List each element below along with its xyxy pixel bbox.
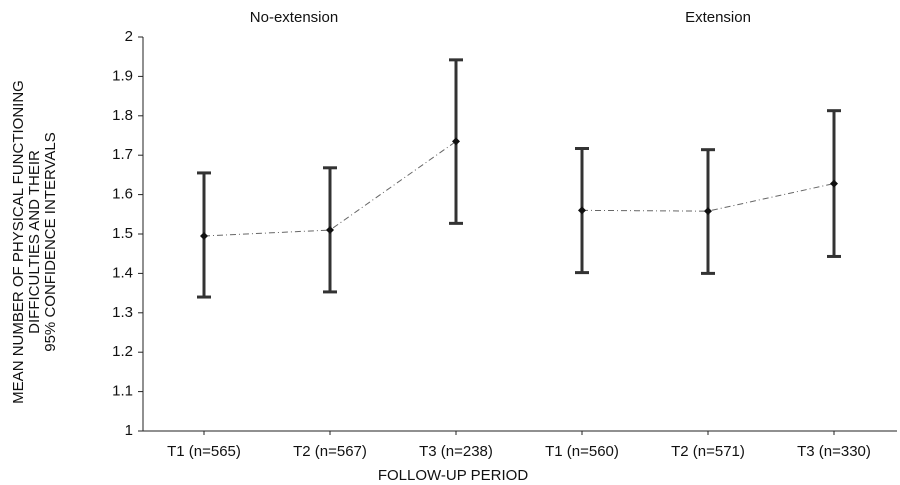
x-tick-label: T2 (n=567)	[293, 443, 367, 460]
y-tick-label: 1	[125, 422, 133, 439]
x-tick-label: T2 (n=571)	[671, 443, 745, 460]
x-tick-label: T3 (n=330)	[797, 443, 871, 460]
y-tick-label: 1.8	[112, 107, 133, 124]
y-tick-label: 1.7	[112, 146, 133, 163]
y-axis-title: MEAN NUMBER OF PHYSICAL FUNCTIONING	[10, 80, 27, 404]
y-tick-label: 1.1	[112, 383, 133, 400]
mean-marker	[452, 137, 460, 146]
x-tick-label: T1 (n=565)	[167, 443, 241, 460]
x-tick-label: T3 (n=238)	[419, 443, 493, 460]
mean-marker	[830, 179, 838, 188]
group-title: No-extension	[250, 9, 338, 26]
y-tick-label: 2	[125, 28, 133, 45]
y-tick-label: 1.3	[112, 304, 133, 321]
y-tick-label: 1.5	[112, 225, 133, 242]
mean-marker	[200, 231, 208, 240]
x-axis-title: FOLLOW-UP PERIOD	[378, 467, 528, 484]
x-tick-label: T1 (n=560)	[545, 443, 619, 460]
y-tick-label: 1.9	[112, 67, 133, 84]
group-title: Extension	[685, 9, 751, 26]
y-axis-title: DIFFICULTIES AND THEIR	[26, 150, 43, 334]
mean-marker	[326, 226, 334, 235]
mean-marker	[704, 207, 712, 216]
mean-marker	[578, 206, 586, 215]
y-tick-label: 1.6	[112, 186, 133, 203]
y-tick-label: 1.2	[112, 343, 133, 360]
y-tick-label: 1.4	[112, 264, 133, 281]
y-axis-title: 95% CONFIDENCE INTERVALS	[42, 132, 59, 352]
